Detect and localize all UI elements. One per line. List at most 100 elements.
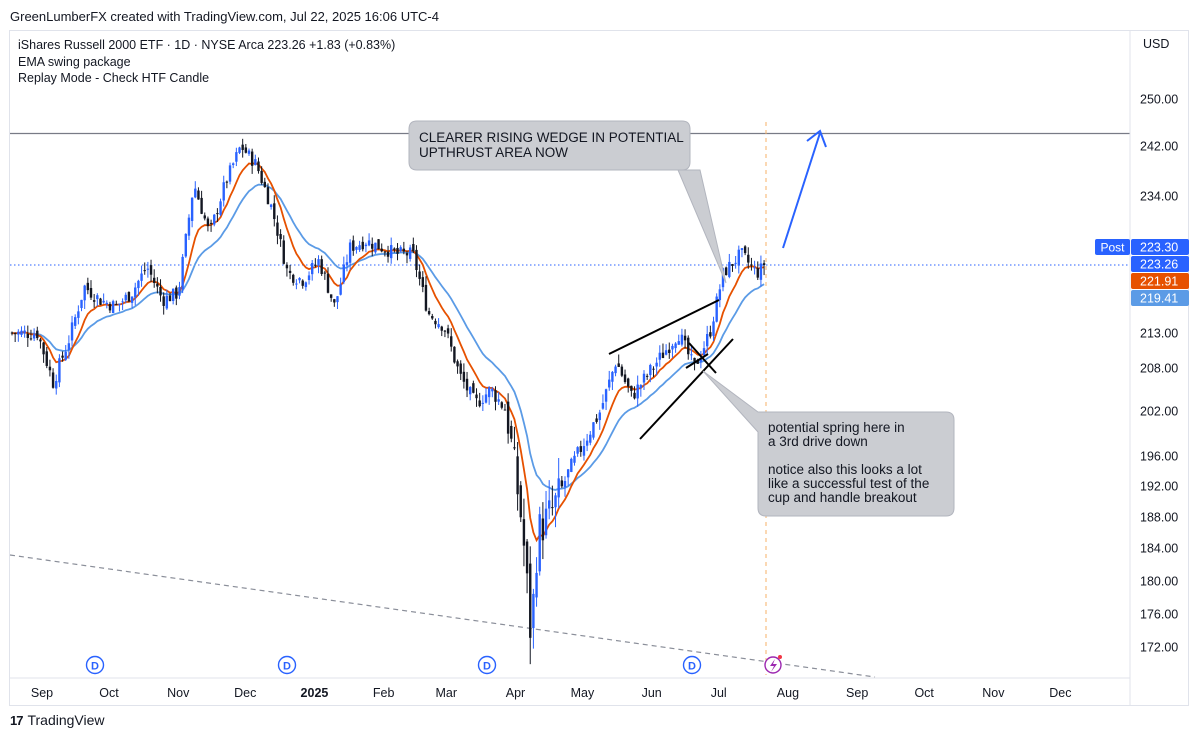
candle-body[interactable] (96, 295, 99, 300)
candle-body[interactable] (538, 514, 541, 572)
candle-body[interactable] (83, 285, 86, 301)
candle-body[interactable] (579, 446, 582, 452)
candle-body[interactable] (677, 341, 680, 345)
candle-body[interactable] (247, 150, 251, 154)
candle-body[interactable] (254, 159, 257, 166)
candle-body[interactable] (636, 384, 639, 399)
candle-body[interactable] (301, 280, 304, 286)
candle-body[interactable] (235, 152, 238, 162)
candle-body[interactable] (506, 401, 510, 434)
candle-body[interactable] (405, 253, 409, 256)
ema-fast-line[interactable] (11, 162, 765, 543)
candle-body[interactable] (680, 334, 684, 345)
candle-body[interactable] (36, 330, 39, 339)
candle-body[interactable] (206, 218, 210, 227)
candle-body[interactable] (724, 267, 728, 276)
candle-body[interactable] (377, 239, 380, 250)
ema-slow-line[interactable] (11, 183, 765, 491)
candle-body[interactable] (706, 333, 709, 347)
candle-body[interactable] (80, 299, 83, 309)
candle-body[interactable] (282, 240, 285, 264)
candle-body[interactable] (383, 251, 387, 253)
candle-body[interactable] (86, 282, 90, 291)
candle-body[interactable] (415, 249, 418, 271)
candle-body[interactable] (674, 343, 677, 349)
candle-body[interactable] (361, 241, 364, 250)
candle-body[interactable] (491, 388, 494, 392)
candle-body[interactable] (456, 361, 459, 367)
candle-body[interactable] (671, 345, 674, 350)
candle-body[interactable] (70, 322, 74, 341)
event-lightning-icon[interactable] (764, 655, 782, 674)
candle-body[interactable] (598, 412, 601, 421)
candle-body[interactable] (342, 264, 345, 283)
candle-body[interactable] (582, 446, 586, 456)
candle-body[interactable] (23, 330, 26, 334)
candle-body[interactable] (699, 357, 703, 362)
candle-body[interactable] (427, 311, 431, 315)
candle-body[interactable] (48, 366, 52, 371)
candle-body[interactable] (513, 447, 516, 449)
candle-body[interactable] (484, 394, 488, 403)
candle-body[interactable] (51, 372, 55, 388)
candle-body[interactable] (431, 316, 434, 319)
candle-body[interactable] (276, 222, 279, 236)
candle-body[interactable] (576, 447, 579, 454)
candle-body[interactable] (573, 455, 576, 463)
candle-body[interactable] (273, 203, 276, 220)
candle-body[interactable] (153, 277, 156, 283)
dividend-marker-icon[interactable] (682, 655, 702, 675)
candle-body[interactable] (592, 422, 595, 438)
candle-body[interactable] (516, 456, 519, 495)
candle-body[interactable] (168, 295, 172, 302)
candle-body[interactable] (118, 303, 121, 305)
candle-body[interactable] (408, 247, 412, 259)
candle-body[interactable] (364, 244, 368, 247)
candle-body[interactable] (140, 273, 143, 281)
candle-body[interactable] (418, 271, 421, 279)
candle-body[interactable] (345, 262, 349, 266)
candle-body[interactable] (285, 264, 289, 269)
candle-body[interactable] (693, 357, 696, 362)
candle-body[interactable] (307, 275, 311, 281)
candle-body[interactable] (386, 251, 390, 257)
candle-body[interactable] (737, 249, 740, 266)
candle-body[interactable] (171, 288, 175, 301)
candle-body[interactable] (747, 254, 750, 263)
candle-body[interactable] (611, 371, 614, 382)
candle-body[interactable] (20, 330, 23, 335)
candle-body[interactable] (658, 352, 661, 360)
candle-body[interactable] (124, 294, 127, 301)
candle-body[interactable] (67, 343, 71, 350)
candle-body[interactable] (225, 181, 229, 183)
candle-body[interactable] (17, 331, 20, 335)
candle-body[interactable] (130, 296, 134, 303)
candle-body[interactable] (522, 519, 526, 546)
candle-body[interactable] (181, 256, 184, 290)
candle-body[interactable] (393, 248, 396, 250)
candle-body[interactable] (604, 389, 608, 402)
candle-body[interactable] (649, 364, 652, 376)
candle-body[interactable] (563, 480, 567, 488)
trendline-dashed[interactable] (9, 554, 876, 678)
candle-body[interactable] (121, 301, 124, 303)
candle-body[interactable] (250, 151, 254, 166)
candle-body[interactable] (762, 263, 766, 265)
candle-body[interactable] (712, 321, 715, 336)
candle-body[interactable] (683, 335, 687, 341)
candle-body[interactable] (339, 284, 342, 295)
candle-body[interactable] (194, 188, 197, 198)
candle-body[interactable] (617, 363, 620, 367)
candle-body[interactable] (544, 508, 548, 536)
candle-body[interactable] (159, 286, 162, 296)
candle-body[interactable] (753, 267, 756, 269)
candle-body[interactable] (696, 359, 699, 364)
handle-line-2[interactable] (685, 353, 709, 369)
candle-body[interactable] (487, 387, 491, 398)
candle-body[interactable] (105, 302, 108, 305)
candle-body[interactable] (421, 277, 424, 287)
candle-body[interactable] (554, 495, 557, 508)
candle-body[interactable] (184, 233, 187, 257)
candle-body[interactable] (525, 541, 529, 574)
candle-body[interactable] (661, 352, 665, 359)
